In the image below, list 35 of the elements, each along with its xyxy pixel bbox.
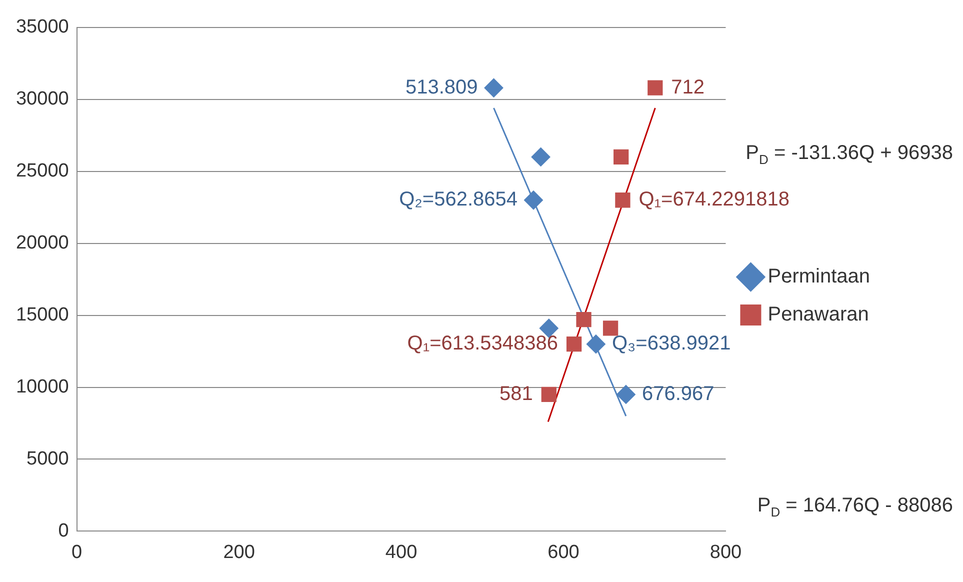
point <box>541 386 556 402</box>
point <box>531 147 550 166</box>
annotation: 513.809 <box>405 76 478 98</box>
point <box>586 334 606 354</box>
point <box>524 190 543 210</box>
annotation: Q₃=638.9921 <box>612 332 731 355</box>
point <box>602 320 618 336</box>
annotation: 676.967 <box>642 382 714 405</box>
point <box>614 149 629 165</box>
point <box>484 78 504 98</box>
annotation: 581 <box>500 382 533 405</box>
y-tick-label: 5000 <box>26 448 69 470</box>
legend-label: Penawaran <box>768 304 869 326</box>
y-tick-label: 10000 <box>16 376 69 398</box>
y-tick-label: 30000 <box>16 88 69 110</box>
point <box>566 336 582 352</box>
x-tick-label: 200 <box>223 542 255 563</box>
y-tick-label: 35000 <box>16 16 69 38</box>
point <box>615 192 630 208</box>
annotation: Q₁=674.2291818 <box>638 188 790 211</box>
point <box>576 312 592 328</box>
x-tick-label: 0 <box>72 542 82 563</box>
y-tick-label: 0 <box>58 520 69 542</box>
x-tick-label: 600 <box>548 542 580 563</box>
point <box>616 384 636 404</box>
legend-label: Permintaan <box>768 266 870 288</box>
x-tick-label: 400 <box>385 542 418 563</box>
annotation: Q₂=562.8654 <box>399 188 518 211</box>
annotation: Q₁=613.5348386 <box>407 332 558 355</box>
point <box>648 80 663 96</box>
annotation: 712 <box>671 76 705 98</box>
x-tick-label: 800 <box>710 542 742 563</box>
y-tick-label: 15000 <box>16 304 69 326</box>
y-tick-label: 20000 <box>16 232 69 254</box>
y-tick-label: 25000 <box>16 160 69 182</box>
